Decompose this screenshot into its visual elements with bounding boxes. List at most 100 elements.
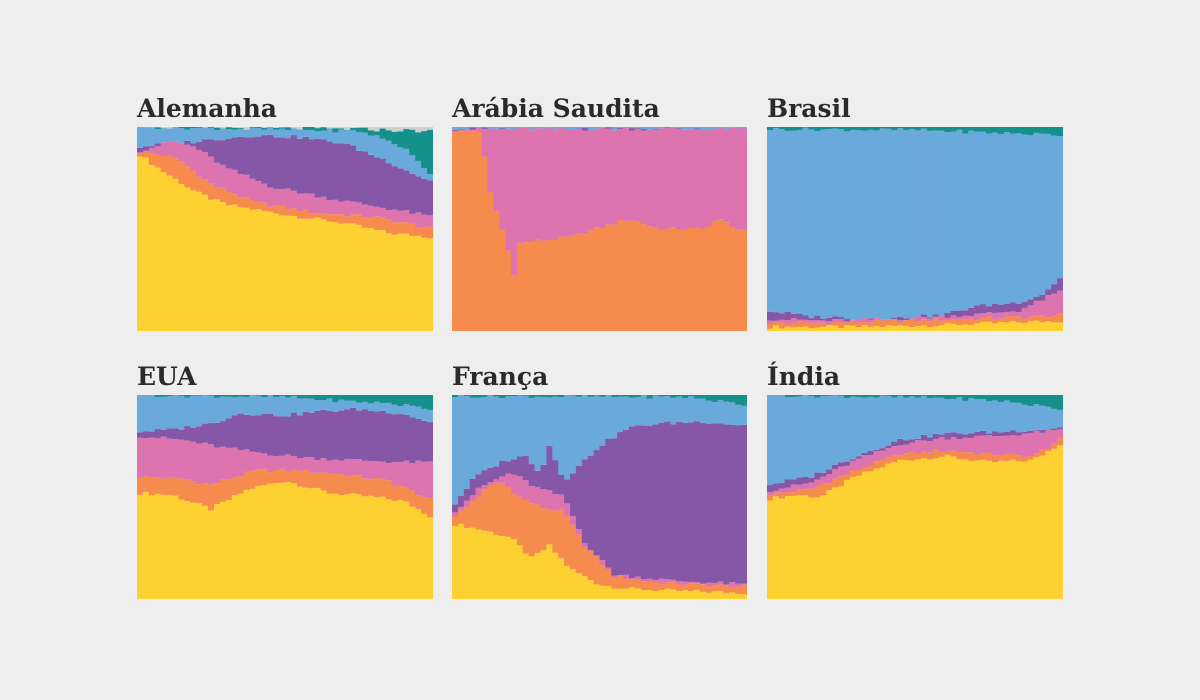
area-segment-teal <box>723 395 730 402</box>
area-segment-teal <box>711 395 719 402</box>
area-segment-orange <box>178 478 185 500</box>
area-segment-teal <box>1009 127 1017 134</box>
area-segment-blue <box>302 398 310 412</box>
area-segment-yellow <box>279 215 286 331</box>
area-segment-orange <box>664 228 671 331</box>
area-segment-blue <box>796 396 804 478</box>
area-segment-teal <box>944 127 952 133</box>
area-segment-blue <box>802 395 810 477</box>
area-segment-orange <box>208 183 215 200</box>
area-segment-teal <box>693 395 701 399</box>
area-segment-purple <box>652 424 660 580</box>
area-segment-purple <box>391 414 399 462</box>
area-segment-yellow <box>332 493 339 599</box>
area-segment-yellow <box>974 460 981 599</box>
area-segment-teal <box>932 395 940 398</box>
area-segment-blue <box>915 397 922 439</box>
area-segment-pink <box>599 127 606 229</box>
area-segment-pink <box>926 318 934 322</box>
area-segment-orange <box>564 515 571 566</box>
area-segment-purple <box>778 313 786 320</box>
area-segment-pink <box>658 578 665 585</box>
area-segment-teal <box>705 395 713 401</box>
area-segment-blue <box>832 395 839 465</box>
area-segment-blue <box>617 127 624 128</box>
area-segment-orange <box>1039 449 1046 456</box>
area-segment-purple <box>1015 432 1023 436</box>
area-segment-pink <box>826 321 833 325</box>
area-segment-purple <box>255 136 262 182</box>
area-segment-yellow <box>184 187 191 331</box>
area-segment-blue <box>849 396 857 460</box>
area-segment-teal <box>670 395 677 398</box>
area-segment-purple <box>499 460 506 477</box>
area-segment-yellow <box>1009 459 1017 599</box>
area-segment-blue <box>279 395 286 417</box>
area-segment-pink <box>361 460 369 479</box>
area-segment-pink <box>767 320 774 325</box>
area-segment-teal <box>617 395 624 397</box>
area-segment-teal <box>178 395 185 396</box>
area-segment-pink <box>997 312 1005 319</box>
area-segment-teal <box>314 395 322 401</box>
area-segment-purple <box>617 432 624 575</box>
area-segment-teal <box>1003 127 1011 133</box>
area-segment-yellow <box>243 489 251 599</box>
area-segment-purple <box>1051 428 1058 431</box>
area-segment-pink <box>950 437 958 451</box>
area-segment-yellow <box>956 459 963 599</box>
area-segment-blue <box>255 395 262 416</box>
area-segment-pink <box>623 128 630 221</box>
area-segment-yellow <box>154 493 162 599</box>
area-segment-orange <box>350 214 357 224</box>
area-segment-purple <box>154 143 162 147</box>
area-segment-yellow <box>427 238 433 331</box>
area-segment-purple <box>511 459 518 475</box>
area-segment-orange <box>664 582 671 589</box>
area-segment-orange <box>409 223 416 237</box>
area-segment-teal <box>664 395 671 397</box>
area-segment-pink <box>314 197 322 214</box>
area-segment-pink <box>986 435 993 453</box>
area-segment-orange <box>1009 316 1017 321</box>
area-segment-orange <box>160 155 168 173</box>
area-segment-pink <box>808 482 815 489</box>
area-segment-orange <box>956 451 963 460</box>
area-segment-blue <box>629 127 636 129</box>
area-segment-yellow <box>285 215 292 331</box>
area-segment-purple <box>290 135 298 191</box>
area-segment-purple <box>867 318 875 320</box>
area-segment-orange <box>587 551 595 581</box>
area-segment-pink <box>457 506 465 511</box>
area-segment-orange <box>493 211 500 331</box>
area-segment-teal <box>968 127 975 131</box>
area-segment-yellow <box>373 497 381 599</box>
area-segment-blue <box>516 127 524 128</box>
area-segment-purple <box>826 317 833 322</box>
area-segment-blue <box>320 400 328 410</box>
area-segment-yellow <box>843 479 851 599</box>
area-segment-blue <box>540 127 547 129</box>
area-segment-teal <box>493 395 500 397</box>
area-segment-yellow <box>249 488 256 599</box>
area-segment-pink <box>629 578 636 580</box>
area-segment-pink <box>552 129 559 240</box>
area-segment-blue <box>944 132 952 313</box>
area-segment-blue <box>190 128 197 144</box>
area-segment-pink <box>772 320 780 322</box>
area-segment-purple <box>452 129 459 131</box>
area-segment-purple <box>962 434 969 438</box>
area-segment-purple <box>302 136 310 194</box>
area-segment-orange <box>705 586 713 593</box>
area-segment-orange <box>623 220 630 331</box>
area-segment-purple <box>693 421 701 583</box>
area-segment-blue <box>367 135 375 155</box>
area-segment-blue <box>1045 406 1052 430</box>
area-segment-blue <box>855 130 863 320</box>
area-segment-teal <box>338 395 345 400</box>
area-segment-purple <box>391 166 399 210</box>
area-segment-teal <box>1021 395 1029 405</box>
area-segment-orange <box>599 565 606 586</box>
area-segment-orange <box>891 319 898 326</box>
area-segment-purple <box>273 416 280 457</box>
